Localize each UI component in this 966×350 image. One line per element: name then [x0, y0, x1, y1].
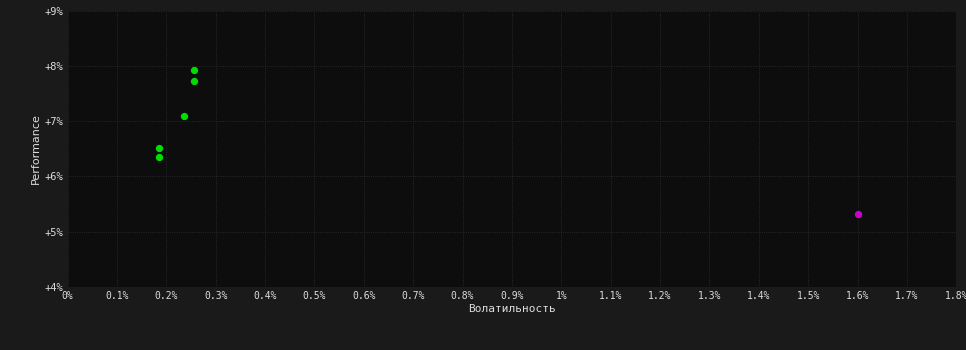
Point [152, 154, 167, 160]
Point [176, 113, 191, 118]
Point [850, 211, 866, 217]
X-axis label: Волатильность: Волатильность [469, 304, 555, 314]
Point [152, 145, 167, 150]
Point [185, 67, 201, 72]
Point [185, 78, 201, 84]
Y-axis label: Performance: Performance [31, 113, 41, 184]
